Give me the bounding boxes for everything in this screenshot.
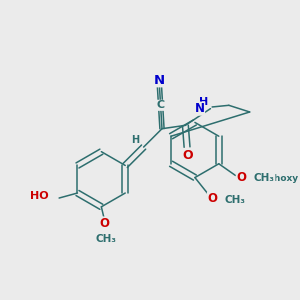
Text: H: H	[199, 97, 208, 107]
Text: O: O	[208, 192, 218, 205]
Text: O: O	[183, 149, 193, 162]
Text: O: O	[237, 172, 246, 182]
Text: O: O	[236, 171, 246, 184]
Text: CH₃: CH₃	[95, 234, 116, 244]
Text: H: H	[131, 135, 139, 146]
Text: N: N	[154, 74, 165, 87]
Text: N: N	[195, 102, 205, 115]
Text: C: C	[156, 100, 164, 110]
Text: methoxy: methoxy	[254, 174, 298, 183]
Text: O: O	[100, 217, 110, 230]
Text: CH₃: CH₃	[225, 195, 246, 205]
Text: CH₃: CH₃	[254, 173, 275, 183]
Text: HO: HO	[31, 191, 49, 201]
